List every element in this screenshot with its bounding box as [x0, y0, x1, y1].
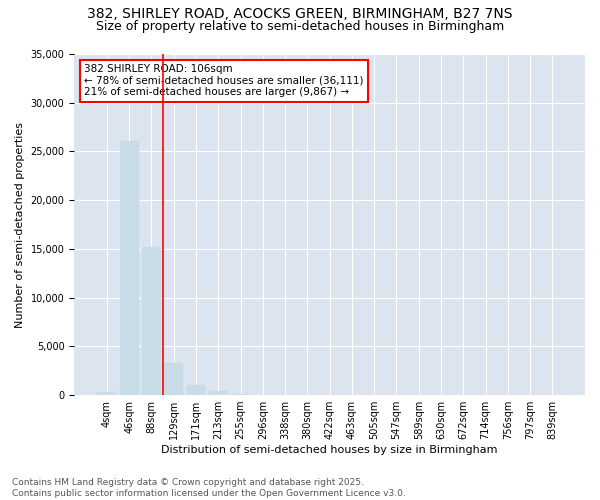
Bar	[120, 140, 139, 395]
Bar	[164, 363, 183, 395]
Y-axis label: Number of semi-detached properties: Number of semi-detached properties	[15, 122, 25, 328]
Bar	[187, 385, 205, 395]
Bar	[231, 394, 250, 395]
Bar	[142, 247, 161, 395]
Text: 382 SHIRLEY ROAD: 106sqm
← 78% of semi-detached houses are smaller (36,111)
21% : 382 SHIRLEY ROAD: 106sqm ← 78% of semi-d…	[85, 64, 364, 98]
Text: 382, SHIRLEY ROAD, ACOCKS GREEN, BIRMINGHAM, B27 7NS: 382, SHIRLEY ROAD, ACOCKS GREEN, BIRMING…	[87, 8, 513, 22]
Text: Size of property relative to semi-detached houses in Birmingham: Size of property relative to semi-detach…	[96, 20, 504, 33]
X-axis label: Distribution of semi-detached houses by size in Birmingham: Distribution of semi-detached houses by …	[161, 445, 498, 455]
Bar	[97, 392, 116, 395]
Bar	[209, 390, 228, 395]
Text: Contains HM Land Registry data © Crown copyright and database right 2025.
Contai: Contains HM Land Registry data © Crown c…	[12, 478, 406, 498]
